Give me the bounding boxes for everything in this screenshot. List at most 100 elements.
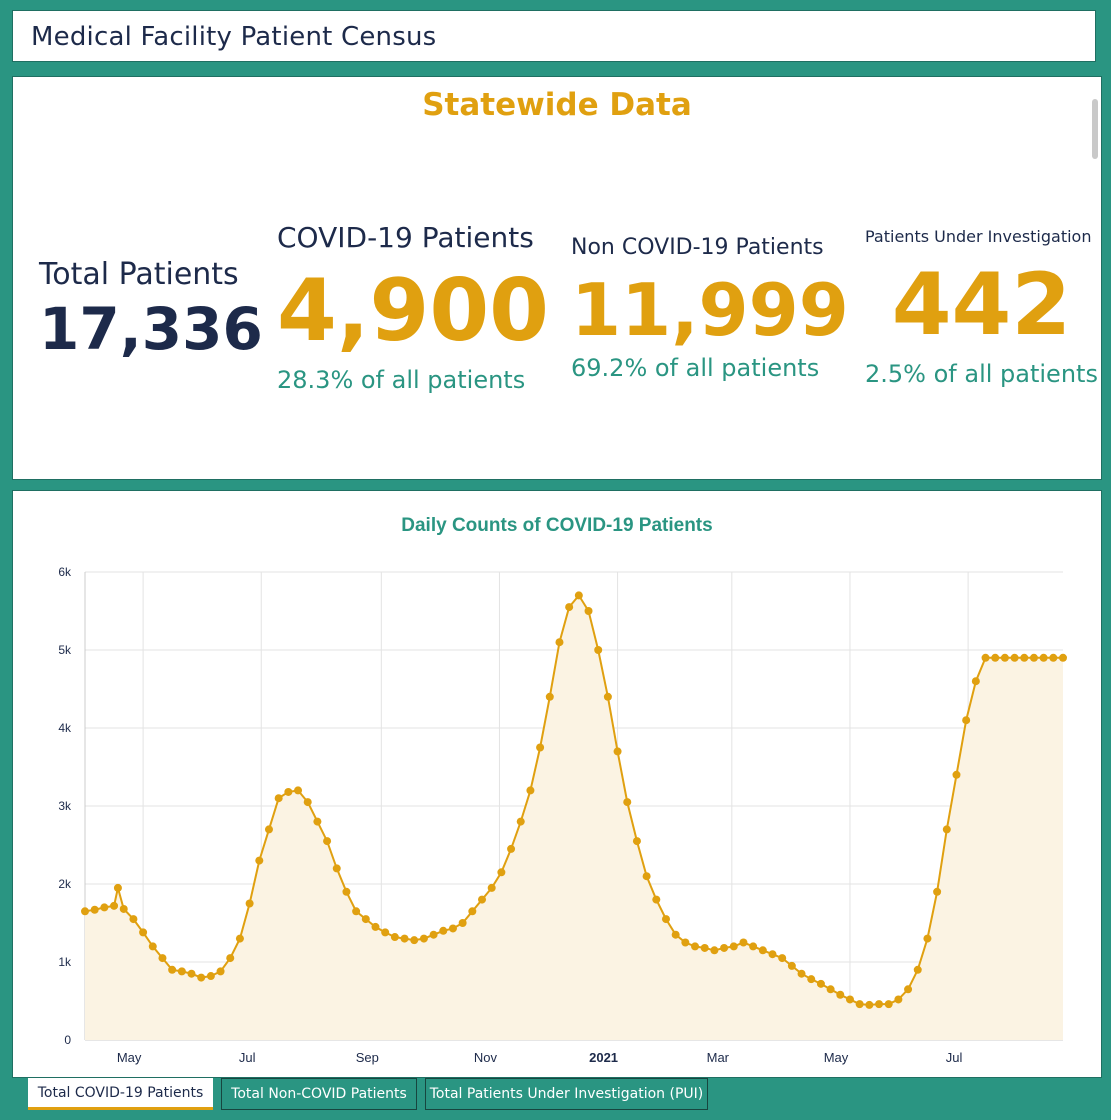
pui-patients-pct: 2.5% of all patients bbox=[865, 360, 1098, 388]
data-point bbox=[787, 961, 796, 970]
y-tick-label: 6k bbox=[58, 565, 72, 579]
data-point bbox=[90, 905, 99, 914]
data-point bbox=[565, 603, 574, 612]
scrollbar-thumb[interactable] bbox=[1092, 99, 1098, 159]
chart-series bbox=[81, 591, 1067, 1040]
data-point bbox=[352, 907, 361, 916]
pui-patients-value: 442 bbox=[891, 255, 1072, 355]
x-tick-label: Jul bbox=[239, 1050, 256, 1065]
data-point bbox=[468, 907, 477, 916]
y-tick-label: 5k bbox=[58, 643, 72, 657]
chart-panel: Daily Counts of COVID-19 Patients 0 1k 2k 3… bbox=[12, 490, 1102, 1078]
data-point bbox=[681, 938, 690, 947]
tab-total-pui[interactable]: Total Patients Under Investigation (PUI) bbox=[425, 1078, 708, 1110]
data-point bbox=[419, 934, 428, 943]
data-point bbox=[264, 825, 273, 834]
data-point bbox=[632, 837, 641, 846]
page-title: Medical Facility Patient Census bbox=[31, 22, 437, 52]
y-tick-label: 2k bbox=[58, 877, 72, 891]
data-point bbox=[168, 965, 177, 974]
data-point bbox=[526, 786, 535, 795]
non-covid-patients-value: 11,999 bbox=[571, 268, 849, 352]
data-point bbox=[720, 943, 729, 952]
data-point bbox=[313, 817, 322, 826]
x-tick-label: 2021 bbox=[589, 1050, 618, 1065]
data-point bbox=[933, 887, 942, 896]
daily-covid-chart: Daily Counts of COVID-19 Patients 0 1k 2k 3… bbox=[58, 515, 1067, 1065]
data-point bbox=[594, 646, 603, 654]
data-point bbox=[129, 915, 138, 924]
data-point bbox=[545, 692, 554, 701]
data-point bbox=[332, 864, 341, 873]
x-tick-label: Mar bbox=[707, 1050, 730, 1065]
data-point bbox=[971, 677, 980, 686]
data-point bbox=[613, 747, 622, 756]
panel-scrollbar[interactable] bbox=[1092, 79, 1099, 477]
data-point bbox=[875, 1000, 884, 1009]
data-point bbox=[691, 942, 700, 951]
data-point bbox=[642, 872, 651, 881]
data-point bbox=[81, 907, 89, 916]
data-point bbox=[797, 969, 806, 978]
data-point bbox=[100, 903, 109, 912]
total-patients-value: 17,336 bbox=[39, 295, 263, 363]
data-point bbox=[555, 638, 564, 647]
y-tick-label: 3k bbox=[58, 799, 72, 813]
data-point bbox=[981, 653, 990, 662]
data-point bbox=[255, 856, 264, 865]
data-point bbox=[371, 922, 380, 931]
data-point bbox=[700, 943, 709, 952]
tab-total-covid[interactable]: Total COVID-19 Patients bbox=[28, 1078, 213, 1110]
statewide-stats-panel: Statewide Data Total Patients 17,336 COV… bbox=[12, 76, 1102, 480]
data-point bbox=[400, 934, 409, 943]
data-point bbox=[439, 926, 448, 935]
total-patients-stat: Total Patients 17,336 bbox=[39, 257, 263, 358]
data-point bbox=[536, 743, 545, 752]
data-point bbox=[1049, 653, 1058, 662]
covid-patients-label: COVID-19 Patients bbox=[277, 221, 534, 254]
data-point bbox=[894, 995, 903, 1004]
x-tick-label: Nov bbox=[474, 1050, 498, 1065]
data-point bbox=[216, 967, 225, 976]
data-point bbox=[623, 798, 632, 807]
data-point bbox=[497, 868, 506, 877]
data-point bbox=[245, 899, 254, 908]
data-point bbox=[429, 930, 438, 939]
data-point bbox=[807, 975, 816, 984]
tab-total-non-covid[interactable]: Total Non-COVID Patients bbox=[221, 1078, 417, 1110]
covid-patients-value: 4,900 bbox=[277, 261, 550, 361]
data-point bbox=[865, 1000, 874, 1009]
data-point bbox=[1059, 653, 1067, 662]
data-point bbox=[952, 770, 961, 779]
data-point bbox=[661, 915, 670, 924]
x-tick-label: Sep bbox=[356, 1050, 379, 1065]
data-point bbox=[836, 990, 845, 999]
data-point bbox=[342, 887, 351, 896]
data-point bbox=[584, 607, 593, 615]
data-point bbox=[845, 995, 854, 1004]
data-point bbox=[516, 817, 525, 826]
data-point bbox=[119, 904, 128, 913]
data-point bbox=[187, 969, 196, 978]
data-point bbox=[749, 942, 758, 951]
title-bar: Medical Facility Patient Census bbox=[12, 10, 1096, 62]
non-covid-patients-label: Non COVID-19 Patients bbox=[571, 235, 824, 260]
y-tick-label: 4k bbox=[58, 721, 72, 735]
data-point bbox=[1020, 653, 1029, 662]
x-tick-label: May bbox=[824, 1050, 849, 1065]
y-tick-label: 1k bbox=[58, 955, 72, 969]
data-point bbox=[991, 653, 1000, 662]
data-point bbox=[148, 942, 157, 951]
data-point bbox=[710, 946, 719, 955]
data-point bbox=[1000, 653, 1009, 662]
data-point bbox=[768, 950, 777, 959]
data-point bbox=[323, 837, 332, 846]
data-point bbox=[158, 954, 167, 963]
data-point bbox=[574, 591, 583, 600]
data-point bbox=[942, 825, 951, 834]
x-tick-label: May bbox=[117, 1050, 142, 1065]
data-point bbox=[855, 1000, 864, 1009]
data-point bbox=[390, 933, 399, 942]
data-point bbox=[458, 919, 467, 927]
data-point bbox=[816, 979, 825, 988]
